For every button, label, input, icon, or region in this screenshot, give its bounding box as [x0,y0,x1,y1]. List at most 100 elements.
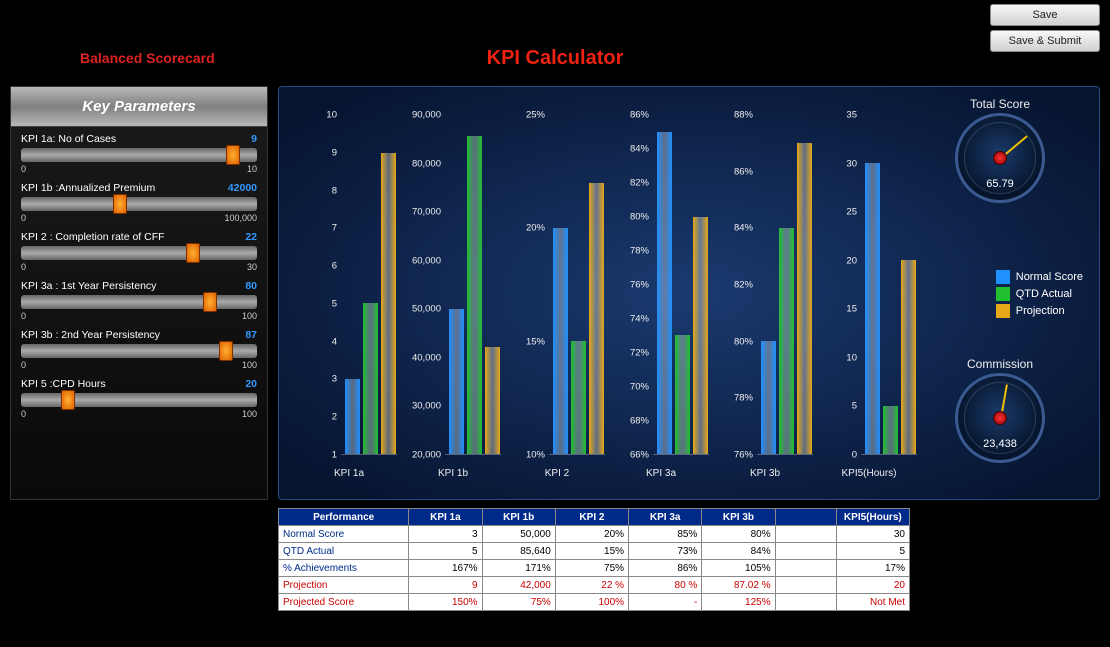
table-row-label-0: Normal Score [279,526,409,543]
table-cell-0-5 [775,526,836,543]
slider-3: KPI 3a : 1st Year Persistency80 0100 [11,274,267,323]
table-cell-2-5 [775,560,836,577]
slider-range-5: 0100 [21,409,257,419]
bar-KPI 3b-qtd [779,228,794,454]
slider-track-0[interactable] [21,148,257,162]
charts-row: 12345678910KPI 1a20,00030,00040,00050,00… [297,99,921,487]
slider-range-3: 0100 [21,311,257,321]
table-row-4: Projected Score150%75%100%-125%Not Met [279,594,910,611]
chart-2: 10%15%20%25%KPI 2 [505,99,609,487]
slider-thumb-2[interactable] [186,243,200,263]
table-cell-2-2: 75% [555,560,628,577]
table-header-7: KPI5(Hours) [836,509,909,526]
chart-panel: 12345678910KPI 1a20,00030,00040,00050,00… [278,86,1100,500]
gauge-total-score: Total Score 65.79 [935,97,1065,203]
legend-normal: Normal Score [996,270,1083,284]
table-cell-0-2: 20% [555,526,628,543]
chart-xlabel-5: KPI5(Hours) [817,468,921,479]
slider-track-5[interactable] [21,393,257,407]
slider-4: KPI 3b : 2nd Year Persistency87 0100 [11,323,267,372]
table-cell-0-3: 85% [629,526,702,543]
table-header-6 [775,509,836,526]
chart-xlabel-4: KPI 3b [713,468,817,479]
table-cell-4-3: - [629,594,702,611]
gauge-commission-value: 23,438 [958,438,1042,450]
table-cell-3-4: 87.02 % [702,577,775,594]
slider-1: KPI 1b :Annualized Premium42000 0100,000 [11,176,267,225]
slider-5: KPI 5 :CPD Hours20 0100 [11,372,267,421]
slider-track-2[interactable] [21,246,257,260]
slider-thumb-5[interactable] [61,390,75,410]
chart-xlabel-3: KPI 3a [609,468,713,479]
key-parameters-header: Key Parameters [11,87,267,127]
key-parameters-panel: Key Parameters KPI 1a: No of Cases9 010 … [10,86,268,500]
chart-0: 12345678910KPI 1a [297,99,401,487]
bar-KPI 3a-qtd [675,335,690,454]
table-cell-3-6: 20 [836,577,909,594]
table-row-label-2: % Achievements [279,560,409,577]
table-cell-1-2: 15% [555,543,628,560]
table-header-3: KPI 2 [555,509,628,526]
slider-2: KPI 2 : Completion rate of CFF22 030 [11,225,267,274]
slider-thumb-4[interactable] [219,341,233,361]
table-cell-1-3: 73% [629,543,702,560]
legend: Normal Score QTD Actual Projection [996,267,1083,321]
bar-KPI 1b-proj [485,347,500,454]
table-cell-2-3: 86% [629,560,702,577]
legend-proj-label: Projection [1016,305,1065,317]
table-row-label-4: Projected Score [279,594,409,611]
chart-xlabel-2: KPI 2 [505,468,609,479]
gauge-commission-title: Commission [935,357,1065,371]
bar-KPI 3a-proj [693,217,708,454]
gauge-total-score-title: Total Score [935,97,1065,111]
table-header-1: KPI 1a [409,509,482,526]
table-cell-4-5 [775,594,836,611]
chart-3: 66%68%70%72%74%76%78%80%82%84%86%KPI 3a [609,99,713,487]
table-cell-3-2: 22 % [555,577,628,594]
slider-range-2: 030 [21,262,257,272]
table-row-3: Projection942,00022 %80 %87.02 %20 [279,577,910,594]
gauge-commission: Commission 23,438 [935,357,1065,463]
table-header-0: Performance [279,509,409,526]
performance-table: PerformanceKPI 1aKPI 1bKPI 2KPI 3aKPI 3b… [278,508,910,611]
slider-range-4: 0100 [21,360,257,370]
slider-track-3[interactable] [21,295,257,309]
table-row-label-1: QTD Actual [279,543,409,560]
slider-track-4[interactable] [21,344,257,358]
table-cell-4-6: Not Met [836,594,909,611]
slider-label-4: KPI 3b : 2nd Year Persistency87 [21,329,257,341]
bar-KPI5(Hours)-qtd [883,406,898,454]
bar-KPI5(Hours)-proj [901,260,916,454]
slider-thumb-1[interactable] [113,194,127,214]
bar-KPI 3b-proj [797,143,812,454]
table-cell-2-1: 171% [482,560,555,577]
slider-label-1: KPI 1b :Annualized Premium42000 [21,182,257,194]
bar-KPI 2-normal [553,228,568,454]
bar-KPI 2-proj [589,183,604,454]
table-cell-0-0: 3 [409,526,482,543]
table-cell-3-0: 9 [409,577,482,594]
table-cell-1-1: 85,640 [482,543,555,560]
slider-thumb-3[interactable] [203,292,217,312]
table-cell-0-4: 80% [702,526,775,543]
table-cell-0-6: 30 [836,526,909,543]
table-cell-2-0: 167% [409,560,482,577]
slider-thumb-0[interactable] [226,145,240,165]
table-row-0: Normal Score350,00020%85%80% 30 [279,526,910,543]
bar-KPI 1b-normal [449,309,464,454]
bar-KPI 3b-normal [761,341,776,454]
table-cell-0-1: 50,000 [482,526,555,543]
title-band: Balanced Scorecard KPI Calculator [0,42,1110,74]
table-cell-1-4: 84% [702,543,775,560]
table-cell-4-2: 100% [555,594,628,611]
table-cell-2-4: 105% [702,560,775,577]
gauge-commission-dial: 23,438 [955,373,1045,463]
table-cell-3-1: 42,000 [482,577,555,594]
legend-proj: Projection [996,304,1083,318]
gauge-total-score-value: 65.79 [958,178,1042,190]
slider-label-3: KPI 3a : 1st Year Persistency80 [21,280,257,292]
save-button[interactable]: Save [990,4,1100,26]
gauge-total-score-dial: 65.79 [955,113,1045,203]
table-row-2: % Achievements167%171%75%86%105%17% [279,560,910,577]
slider-track-1[interactable] [21,197,257,211]
